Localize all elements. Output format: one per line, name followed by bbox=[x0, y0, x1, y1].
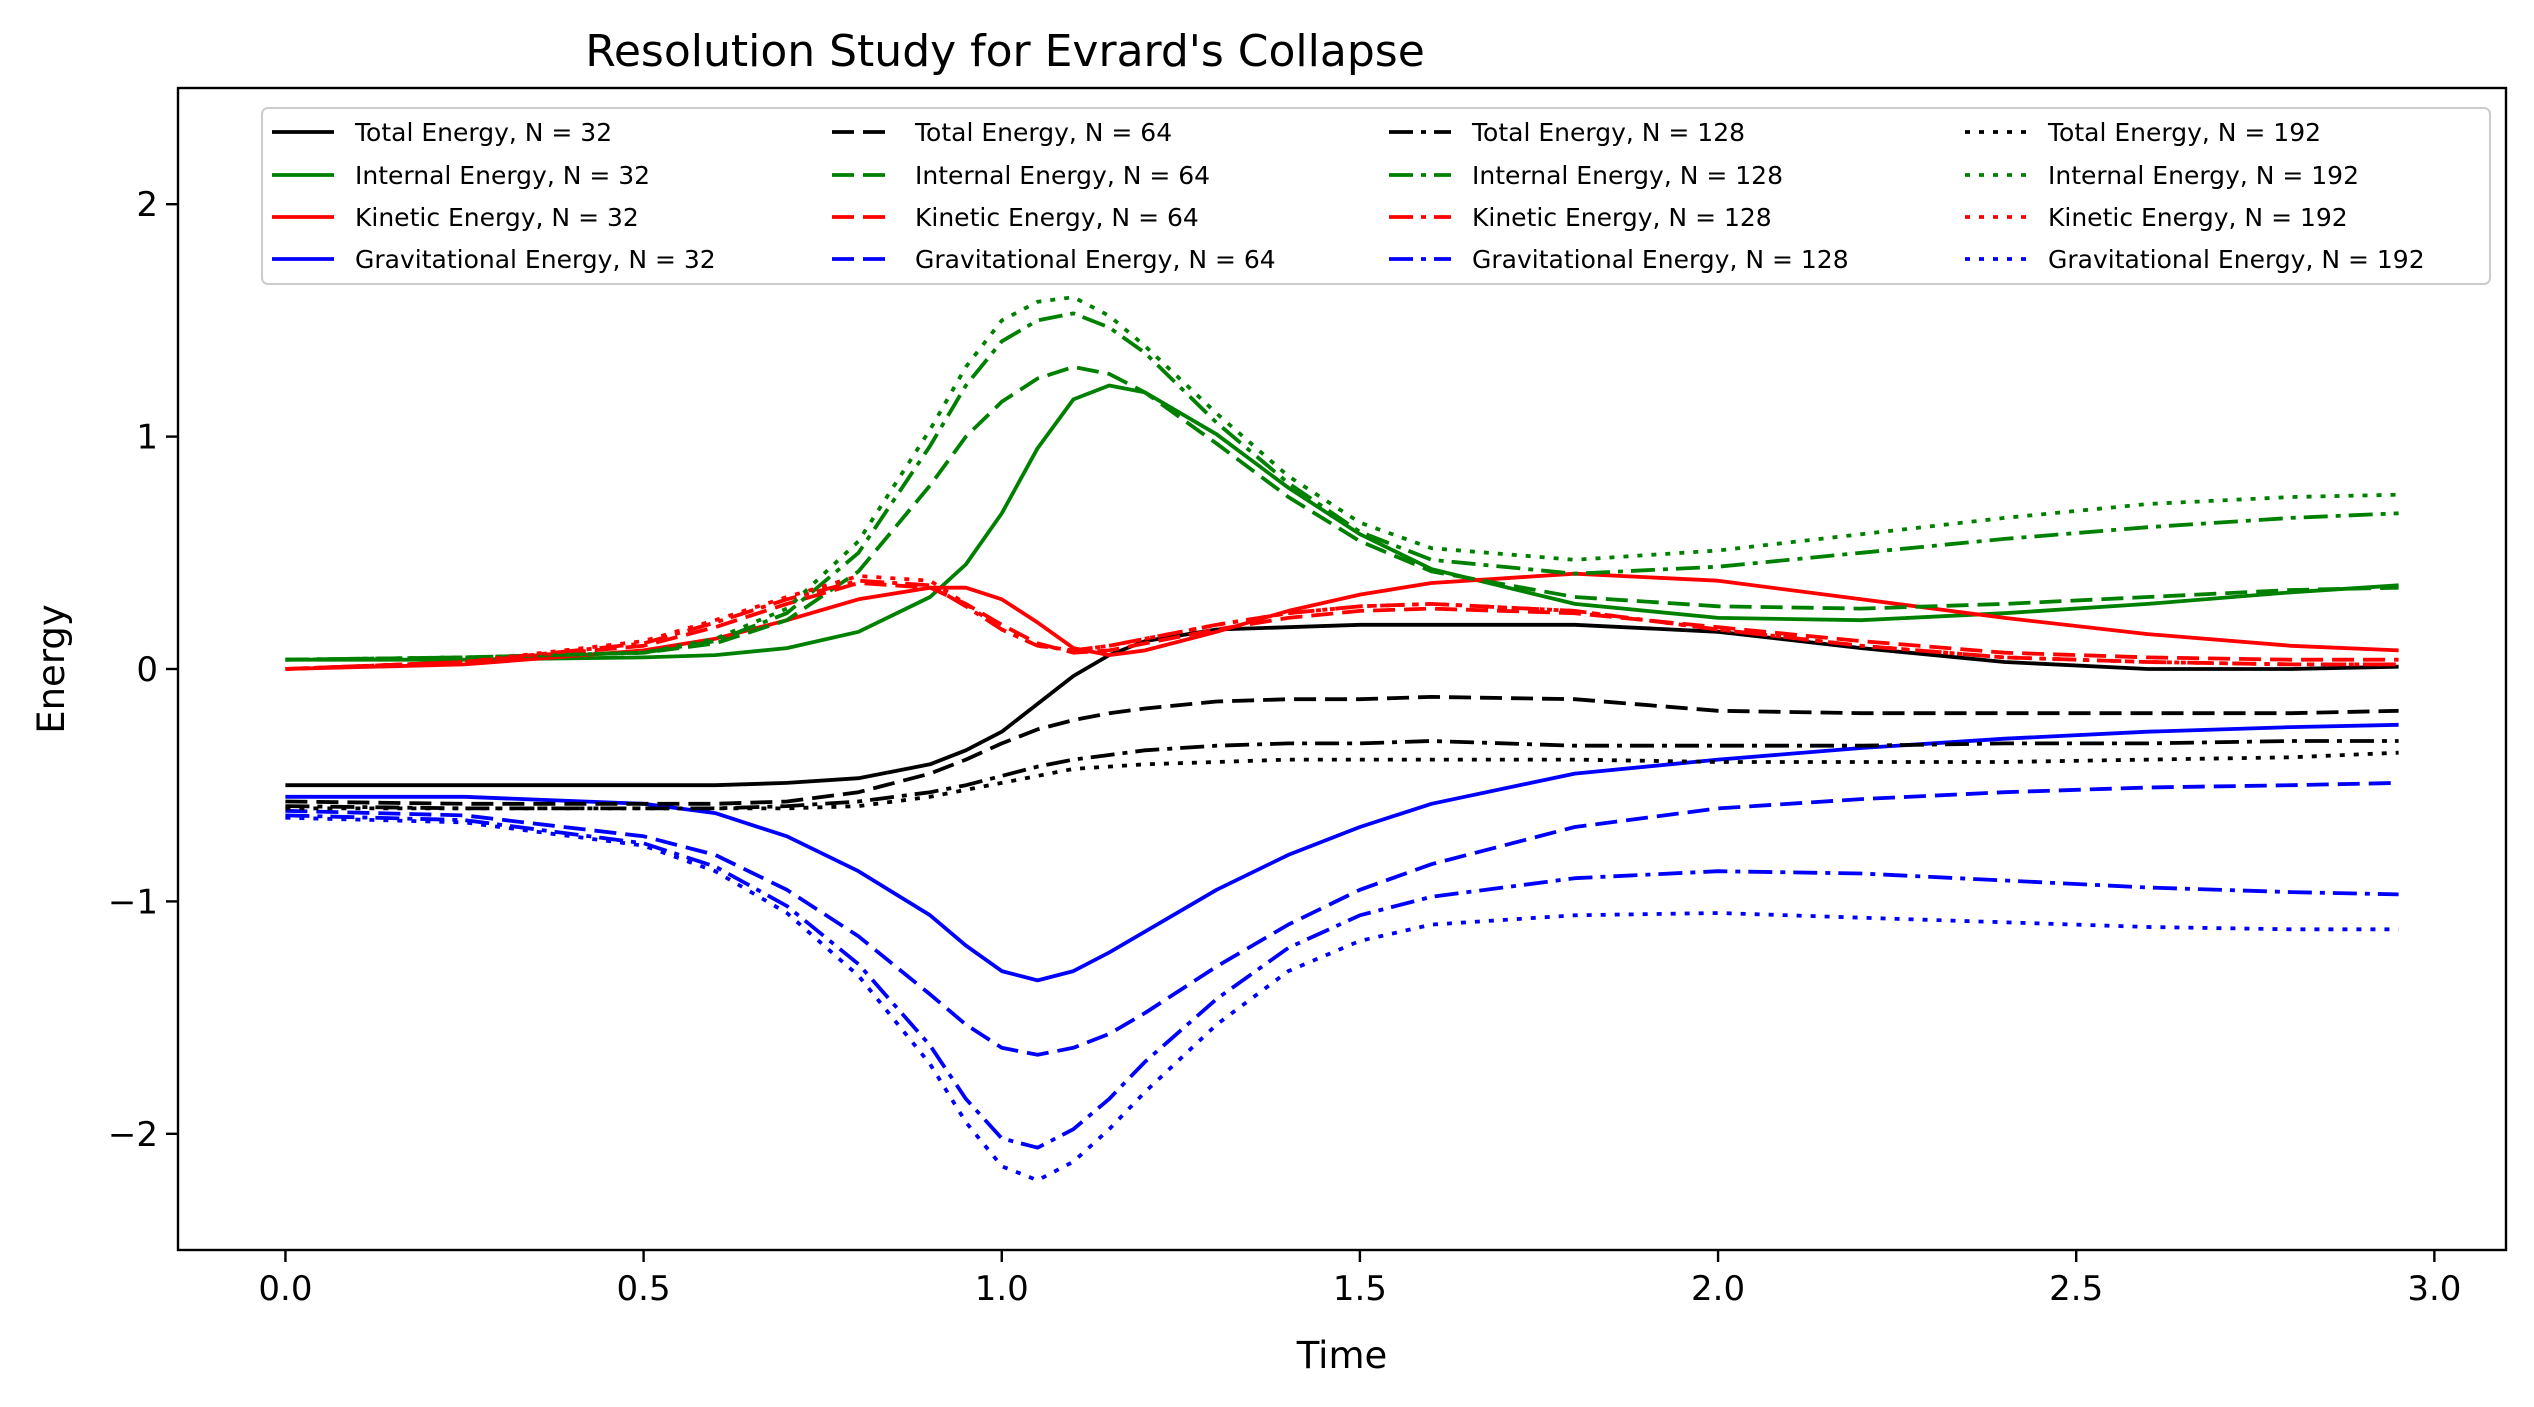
legend-label: Internal Energy, N = 64 bbox=[915, 161, 1210, 190]
series-line-6 bbox=[285, 364, 2399, 662]
legend-label: Total Energy, N = 64 bbox=[914, 118, 1172, 147]
legend-label: Gravitational Energy, N = 192 bbox=[2048, 245, 2425, 274]
x-axis-ticks: 0.0 0.5 1.0 1.5 2.0 2.5 3.0 bbox=[258, 1250, 2461, 1309]
series-line-15 bbox=[285, 574, 2399, 671]
legend-label: Kinetic Energy, N = 32 bbox=[355, 203, 639, 232]
series-line-2 bbox=[285, 383, 2399, 662]
series-layer bbox=[285, 295, 2399, 1183]
legend-label: Total Energy, N = 128 bbox=[1471, 118, 1745, 147]
legend-label: Gravitational Energy, N = 32 bbox=[355, 245, 716, 274]
series-line-8 bbox=[285, 781, 2399, 1057]
legend-label: Internal Energy, N = 128 bbox=[1472, 161, 1783, 190]
series-line-10 bbox=[285, 311, 2399, 662]
series-line-5 bbox=[285, 695, 2399, 806]
y-tick-label: −1 bbox=[108, 882, 158, 922]
legend-label: Kinetic Energy, N = 192 bbox=[2048, 203, 2348, 232]
legend-label: Kinetic Energy, N = 128 bbox=[1472, 203, 1772, 232]
series-line-12 bbox=[285, 813, 2399, 1150]
legend-label: Gravitational Energy, N = 64 bbox=[915, 245, 1276, 274]
legend-label: Gravitational Energy, N = 128 bbox=[1472, 245, 1849, 274]
series-line-9 bbox=[285, 739, 2399, 811]
y-axis-label: Energy bbox=[30, 604, 73, 734]
y-tick-label: −2 bbox=[108, 1115, 158, 1155]
series-line-1 bbox=[285, 622, 2399, 788]
legend-frame bbox=[261, 107, 2491, 285]
series-line-3 bbox=[285, 571, 2399, 671]
legend-label: Internal Energy, N = 32 bbox=[355, 161, 650, 190]
x-tick-label: 3.0 bbox=[2407, 1269, 2461, 1309]
x-tick-label: 2.0 bbox=[1691, 1269, 1745, 1309]
legend-label: Total Energy, N = 192 bbox=[2047, 118, 2321, 147]
legend-label: Total Energy, N = 32 bbox=[354, 118, 612, 147]
series-line-16 bbox=[285, 815, 2399, 1183]
x-tick-label: 1.5 bbox=[1333, 1269, 1387, 1309]
legend: Total Energy, N = 32 Internal Energy, N =… bbox=[261, 107, 2491, 285]
series-line-4 bbox=[285, 722, 2399, 983]
y-axis-ticks: −2 −1 0 1 2 bbox=[108, 185, 178, 1155]
x-tick-label: 1.0 bbox=[975, 1269, 1029, 1309]
x-tick-label: 0.0 bbox=[258, 1269, 312, 1309]
y-tick-label: 2 bbox=[136, 185, 158, 225]
legend-label: Internal Energy, N = 192 bbox=[2048, 161, 2359, 190]
y-tick-label: 0 bbox=[136, 650, 158, 690]
y-tick-label: 1 bbox=[136, 418, 158, 458]
legend-label: Kinetic Energy, N = 64 bbox=[915, 203, 1199, 232]
x-axis-label: Time bbox=[1296, 1334, 1388, 1377]
chart-title: Resolution Study for Evrard's Collapse bbox=[585, 26, 1425, 77]
series-line-7 bbox=[285, 581, 2399, 671]
x-tick-label: 2.5 bbox=[2049, 1269, 2103, 1309]
legend-items: Total Energy, N = 32 Internal Energy, N =… bbox=[272, 118, 2425, 274]
x-tick-label: 0.5 bbox=[617, 1269, 671, 1309]
series-line-14 bbox=[285, 295, 2399, 662]
